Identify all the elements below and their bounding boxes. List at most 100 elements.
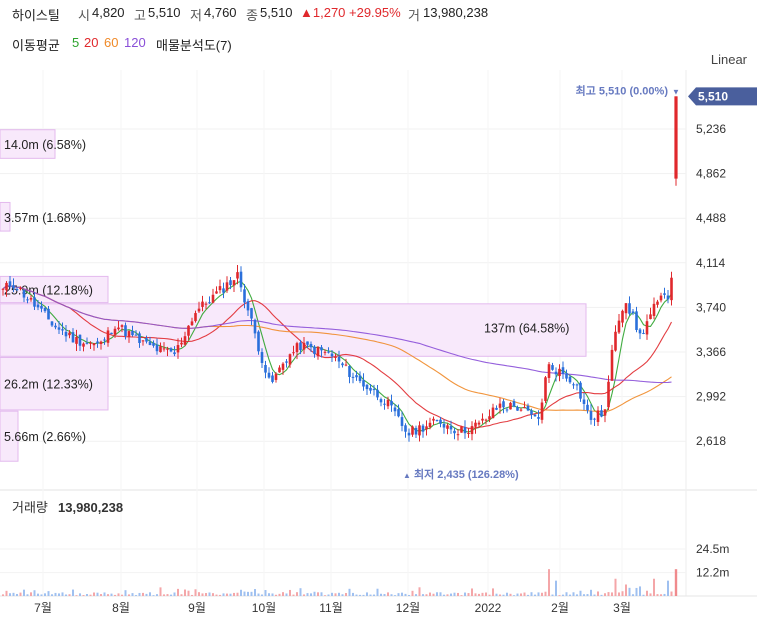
candle-body <box>5 282 8 291</box>
candle-body <box>26 299 29 301</box>
candle-body <box>558 368 561 377</box>
volume-bar <box>180 594 183 596</box>
volume-bar <box>103 592 106 596</box>
candle-body <box>603 409 607 416</box>
ma-20-label[interactable]: 20 <box>84 35 99 50</box>
candle-body <box>393 407 397 412</box>
ma-60-label[interactable]: 60 <box>104 35 119 50</box>
quote-header: 하이스틸 시 4,820 고 5,510 저 4,760 종 5,510 ▲1,… <box>0 0 757 30</box>
candle-body <box>68 332 71 336</box>
candle-body <box>449 426 453 430</box>
candle-body <box>523 407 526 409</box>
candle-body <box>145 338 148 342</box>
low-marker-arrow-icon: ▲ <box>403 471 411 480</box>
volume-bar <box>68 594 71 596</box>
candle-body <box>593 418 596 420</box>
ma-120-label[interactable]: 120 <box>124 35 146 50</box>
ma-5-label[interactable]: 5 <box>72 35 80 50</box>
volume-bar <box>432 593 435 596</box>
volume-bar <box>271 593 274 596</box>
ma20-line <box>2 285 672 429</box>
volume-bar <box>474 593 477 596</box>
volume-bar <box>306 593 309 596</box>
candle-body <box>22 290 26 298</box>
volume-bar <box>362 594 365 596</box>
candle-body <box>320 347 323 351</box>
candle-body <box>607 381 610 408</box>
candle-body <box>236 272 239 279</box>
candle-body <box>190 321 194 326</box>
candle-body <box>582 399 586 404</box>
candle-body <box>418 425 421 436</box>
volume-bar <box>376 588 379 596</box>
volume-bar <box>429 592 431 596</box>
candle-body <box>19 288 22 290</box>
volume-bar <box>331 592 333 596</box>
volume-bar <box>443 594 445 596</box>
volume-bar <box>9 593 11 596</box>
volume-bar <box>345 592 347 596</box>
candle-body <box>313 346 316 355</box>
candle-body <box>617 320 621 333</box>
candle-body <box>278 367 281 373</box>
candle-body <box>47 308 50 320</box>
volume-bar <box>152 595 155 596</box>
candle-body <box>50 321 54 326</box>
candle-body <box>92 343 96 346</box>
volume-bar <box>110 593 113 596</box>
candle-body <box>281 363 285 370</box>
volume-bar <box>212 593 214 596</box>
volume-bar <box>240 589 242 596</box>
volume-bar <box>499 594 501 596</box>
volume-bar <box>93 592 95 596</box>
candle-body <box>12 285 15 289</box>
volume-bar <box>467 593 470 596</box>
volume-profile-band <box>0 201 11 232</box>
candle-body <box>397 409 400 417</box>
candle-body <box>246 301 250 311</box>
candle-body <box>439 419 442 424</box>
candle-body <box>652 303 656 316</box>
volume-bar <box>495 593 498 596</box>
candle-body <box>292 352 295 354</box>
candle-body <box>197 308 201 312</box>
candle-body <box>218 286 222 291</box>
candle-body <box>285 361 288 363</box>
volume-bar <box>355 594 358 596</box>
candle-body <box>78 334 82 346</box>
volume-bar <box>320 592 323 596</box>
volume-bar <box>390 594 393 596</box>
candle-body <box>148 341 152 346</box>
volume-bar <box>635 587 638 596</box>
volume-profile-label[interactable]: 매물분석도(7) <box>156 38 232 53</box>
candle-body <box>477 422 481 425</box>
candle-body <box>138 333 141 343</box>
volume-bar <box>79 593 81 596</box>
candle-body <box>99 341 103 345</box>
candle-body <box>208 302 211 304</box>
volume-bar <box>135 595 137 596</box>
volume-bar <box>303 594 305 596</box>
candle-body <box>274 373 278 380</box>
price-tick-label: 4,862 <box>696 167 726 181</box>
volume-bar <box>422 594 424 596</box>
volume-bar <box>215 594 218 596</box>
candle-body <box>71 332 75 343</box>
candle-body <box>425 426 428 430</box>
volume-bar <box>537 592 540 596</box>
time-tick-label: 9월 <box>188 601 206 615</box>
candle-body <box>120 325 124 327</box>
candle-body <box>43 307 47 312</box>
ma-title[interactable]: 이동평균 <box>12 38 60 53</box>
candle-body <box>211 294 215 303</box>
scale-mode-toggle[interactable]: Linear <box>710 52 747 67</box>
volume-tick-label: 12.2m <box>696 566 729 580</box>
volume-bar <box>642 594 645 596</box>
candle-body <box>491 407 495 419</box>
candle-body <box>362 380 365 387</box>
volume-bar <box>313 591 316 596</box>
candle-body <box>29 298 33 300</box>
volume-bar <box>576 594 578 596</box>
volume-bar <box>159 587 162 596</box>
